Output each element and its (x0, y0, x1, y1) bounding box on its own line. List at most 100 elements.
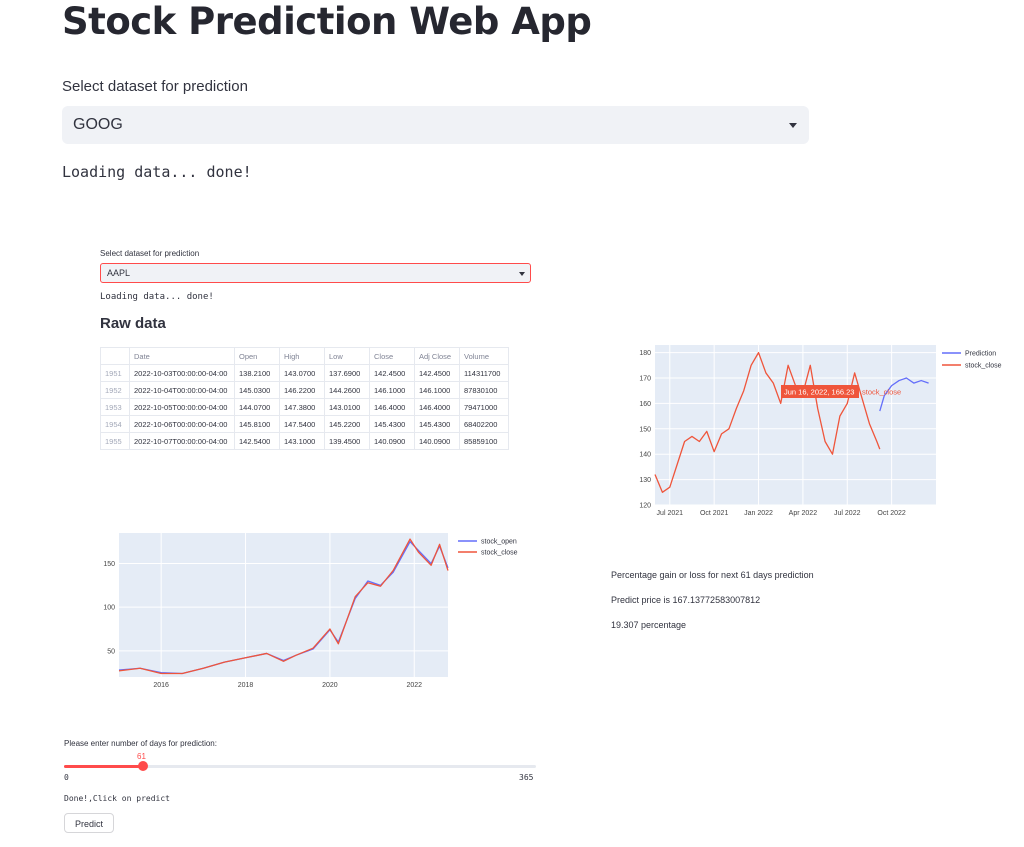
table-cell: 145.4300 (369, 415, 415, 433)
column-header[interactable]: Close (369, 347, 415, 365)
table-cell: 140.0900 (414, 432, 460, 450)
table-cell: 147.3800 (279, 398, 325, 416)
y-tick-label: 120 (639, 503, 651, 510)
x-tick-label: Jan 2022 (744, 510, 773, 517)
dataset-select-label: Select dataset for prediction (62, 78, 248, 95)
column-header[interactable]: Adj Close (414, 347, 460, 365)
prediction-chart-legend[interactable]: Prediction stock_close (942, 351, 1002, 370)
column-header[interactable]: Low (324, 347, 370, 365)
table-cell: 145.2200 (324, 415, 370, 433)
legend-item[interactable]: stock_close (965, 363, 1002, 370)
table-cell: 142.4500 (369, 364, 415, 382)
prediction-chart[interactable]: 120 130 140 150 160 170 180 Jul 2021 Oct 2021 Jan… (615, 340, 1010, 520)
page-title: Stock Prediction Web App (62, 0, 592, 43)
y-tick-label: 160 (639, 401, 651, 408)
column-header[interactable]: Volume (459, 347, 509, 365)
table-cell: 146.1000 (414, 381, 460, 399)
hover-tooltip: Jun 16, 2022, 166.23 stock_close (781, 385, 901, 398)
table-cell: 146.1000 (369, 381, 415, 399)
history-chart-legend[interactable]: stock_open stock_close (458, 539, 518, 557)
legend-item[interactable]: stock_close (481, 550, 518, 557)
table-cell: 138.2100 (234, 364, 280, 382)
dataset-select[interactable]: GOOG (62, 106, 809, 144)
slider-min: 0 (64, 773, 69, 782)
days-slider-track[interactable] (64, 765, 536, 768)
legend-item[interactable]: stock_open (481, 539, 517, 546)
table-cell: 79471000 (459, 398, 509, 416)
table-row: 1951 2022-10-03T00:00:00-04:00 138.2100 … (100, 364, 509, 382)
table-cell: 2022-10-04T00:00:00-04:00 (129, 381, 235, 399)
table-cell: 145.0300 (234, 381, 280, 399)
y-tick-label: 170 (639, 376, 651, 383)
x-tick-label: Oct 2022 (877, 510, 906, 517)
raw-data-table: Date Open High Low Close Adj Close Volum… (100, 347, 509, 450)
table-cell: 145.4300 (414, 415, 460, 433)
column-header[interactable]: Date (129, 347, 235, 365)
table-row: 1955 2022-10-07T00:00:00-04:00 142.5400 … (100, 432, 509, 450)
embedded-loading-status: Loading data... done! (100, 292, 214, 302)
y-tick-label: 50 (107, 648, 115, 655)
table-cell: 143.1000 (279, 432, 325, 450)
x-tick-label: 2022 (406, 682, 422, 689)
table-cell: 114311700 (459, 364, 509, 382)
table-cell: 137.6900 (324, 364, 370, 382)
column-header[interactable] (100, 347, 130, 365)
y-tick-label: 150 (103, 561, 115, 568)
slider-handle[interactable] (137, 761, 148, 771)
chevron-down-icon (519, 272, 525, 276)
table-cell: 85859100 (459, 432, 509, 450)
embedded-dataset-select[interactable]: AAPL (100, 263, 531, 283)
x-tick-label: Apr 2022 (789, 510, 818, 517)
predicted-price: Predict price is 167.13772583007812 (611, 595, 761, 605)
table-cell: 143.0700 (279, 364, 325, 382)
table-row: 1954 2022-10-06T00:00:00-04:00 145.8100 … (100, 415, 509, 433)
table-cell: 87830100 (459, 381, 509, 399)
table-cell: 146.2200 (279, 381, 325, 399)
x-tick-label: Oct 2021 (700, 510, 729, 517)
column-header[interactable]: Open (234, 347, 280, 365)
table-cell: 147.5400 (279, 415, 325, 433)
table-cell: 144.2600 (324, 381, 370, 399)
plot-area (119, 533, 448, 677)
slider-value: 61 (137, 752, 146, 761)
x-tick-label: 2018 (238, 682, 254, 689)
table-cell: 142.4500 (414, 364, 460, 382)
x-tick-label: Jul 2021 (657, 510, 684, 517)
table-cell: 139.4500 (324, 432, 370, 450)
table-cell: 146.4000 (414, 398, 460, 416)
x-tick-label: 2016 (153, 682, 169, 689)
slider-max: 365 (519, 773, 534, 782)
legend-item[interactable]: Prediction (965, 351, 996, 358)
y-tick-label: 130 (639, 477, 651, 484)
row-index: 1951 (100, 364, 130, 382)
result-heading: Percentage gain or loss for next 61 days… (611, 570, 814, 580)
chevron-down-icon (789, 123, 797, 128)
y-tick-label: 140 (639, 452, 651, 459)
series-line-stock_close (654, 351, 881, 493)
table-cell: 2022-10-07T00:00:00-04:00 (129, 432, 235, 450)
raw-data-heading: Raw data (100, 315, 166, 332)
y-tick-label: 100 (103, 605, 115, 612)
y-tick-label: 150 (639, 426, 651, 433)
table-cell: 2022-10-06T00:00:00-04:00 (129, 415, 235, 433)
table-row: 1953 2022-10-05T00:00:00-04:00 144.0700 … (100, 398, 509, 416)
predict-button[interactable]: Predict (64, 813, 114, 833)
table-cell: 2022-10-03T00:00:00-04:00 (129, 364, 235, 382)
row-index: 1954 (100, 415, 130, 433)
table-row: 1952 2022-10-04T00:00:00-04:00 145.0300 … (100, 381, 509, 399)
table-cell: 145.8100 (234, 415, 280, 433)
series-line-Prediction (879, 377, 929, 412)
row-index: 1955 (100, 432, 130, 450)
slider-fill (64, 765, 143, 768)
hover-series: stock_close (862, 388, 901, 397)
table-cell: 140.0900 (369, 432, 415, 450)
row-index: 1953 (100, 398, 130, 416)
hover-text: Jun 16, 2022, 166.23 (784, 388, 854, 397)
predict-instruction: Done!,Click on predict (64, 794, 170, 803)
percentage-change: 19.307 percentage (611, 620, 687, 630)
days-slider-label: Please enter number of days for predicti… (64, 739, 217, 748)
plot-area (655, 345, 936, 505)
stock-history-chart[interactable]: 50 100 150 2016 2018 2020 2022 stock_open stoc… (92, 530, 532, 695)
y-tick-label: 180 (639, 350, 651, 357)
column-header[interactable]: High (279, 347, 325, 365)
